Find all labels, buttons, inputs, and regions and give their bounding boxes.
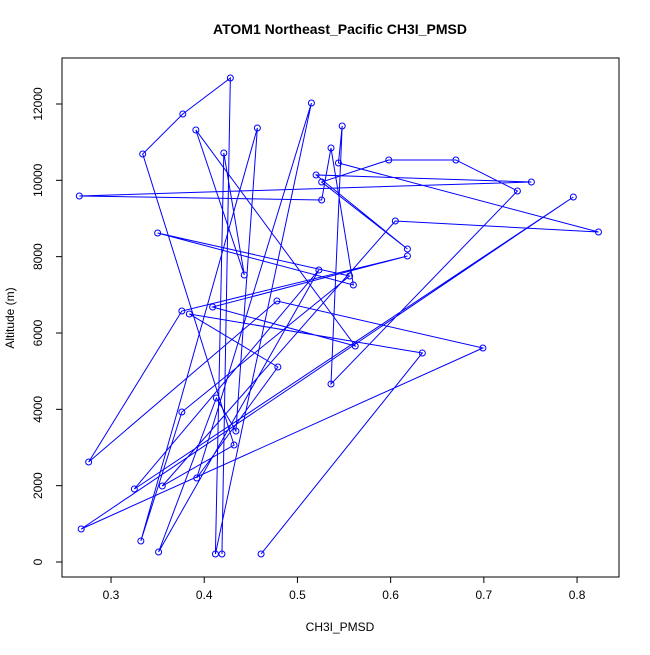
data-point [274, 363, 282, 371]
data-point [315, 266, 323, 274]
x-tick-label: 0.3 [103, 588, 120, 602]
data-point [158, 482, 166, 490]
x-tick-label: 0.7 [476, 588, 493, 602]
data-point [318, 178, 326, 186]
data-point [527, 178, 535, 186]
data-point [569, 193, 577, 201]
data-point [211, 550, 219, 558]
data-point [351, 342, 359, 350]
data-point [137, 537, 145, 545]
data-point [75, 192, 83, 200]
data-point [349, 281, 357, 289]
data-point [218, 550, 226, 558]
y-tick-label: 12000 [31, 87, 45, 121]
x-tick-label: 0.5 [289, 588, 306, 602]
x-tick-label: 0.4 [196, 588, 213, 602]
data-point [240, 271, 248, 279]
series-line [79, 76, 599, 555]
data-point [230, 441, 238, 449]
x-axis-label: CH3I_PMSD [306, 620, 375, 634]
data-point [179, 110, 187, 118]
data-point [327, 144, 335, 152]
y-tick-label: 2000 [31, 472, 45, 499]
data-point [253, 124, 261, 132]
data-point [154, 229, 162, 237]
data-point [403, 252, 411, 260]
y-tick-label: 0 [31, 558, 45, 565]
data-point [139, 150, 147, 158]
data-point [327, 380, 335, 388]
data-point [338, 122, 346, 130]
y-tick-label: 4000 [31, 396, 45, 423]
data-point [385, 156, 393, 164]
data-point [318, 196, 326, 204]
data-point [594, 228, 602, 236]
data-point [452, 156, 460, 164]
y-axis-label: Altitude (m) [3, 287, 17, 348]
data-point [312, 171, 320, 179]
data-point [85, 458, 93, 466]
y-tick-label: 6000 [31, 319, 45, 346]
data-point [155, 548, 163, 556]
data-point [185, 310, 193, 318]
data-point [479, 344, 487, 352]
data-point [77, 525, 85, 533]
data-point [513, 187, 521, 195]
data-point [212, 394, 220, 402]
data-point [220, 149, 228, 157]
data-point [209, 303, 217, 311]
data-point [178, 307, 186, 315]
data-point [403, 245, 411, 253]
data-point [130, 485, 138, 493]
y-tick-label: 10000 [31, 163, 45, 197]
data-point [346, 272, 354, 280]
data-point [307, 99, 315, 107]
x-tick-label: 0.8 [569, 588, 586, 602]
data-point [226, 74, 234, 82]
data-point [232, 427, 240, 435]
data-point [391, 217, 399, 225]
y-tick-label: 8000 [31, 243, 45, 270]
data-point [193, 474, 201, 482]
data-point [192, 126, 200, 134]
data-point [418, 349, 426, 357]
data-point [273, 297, 281, 305]
data-point [334, 159, 342, 167]
chart-title: ATOM1 Northeast_Pacific CH3I_PMSD [213, 21, 467, 37]
data-point [178, 408, 186, 416]
data-point [257, 550, 265, 558]
plot-box [61, 57, 620, 578]
x-tick-label: 0.6 [382, 588, 399, 602]
